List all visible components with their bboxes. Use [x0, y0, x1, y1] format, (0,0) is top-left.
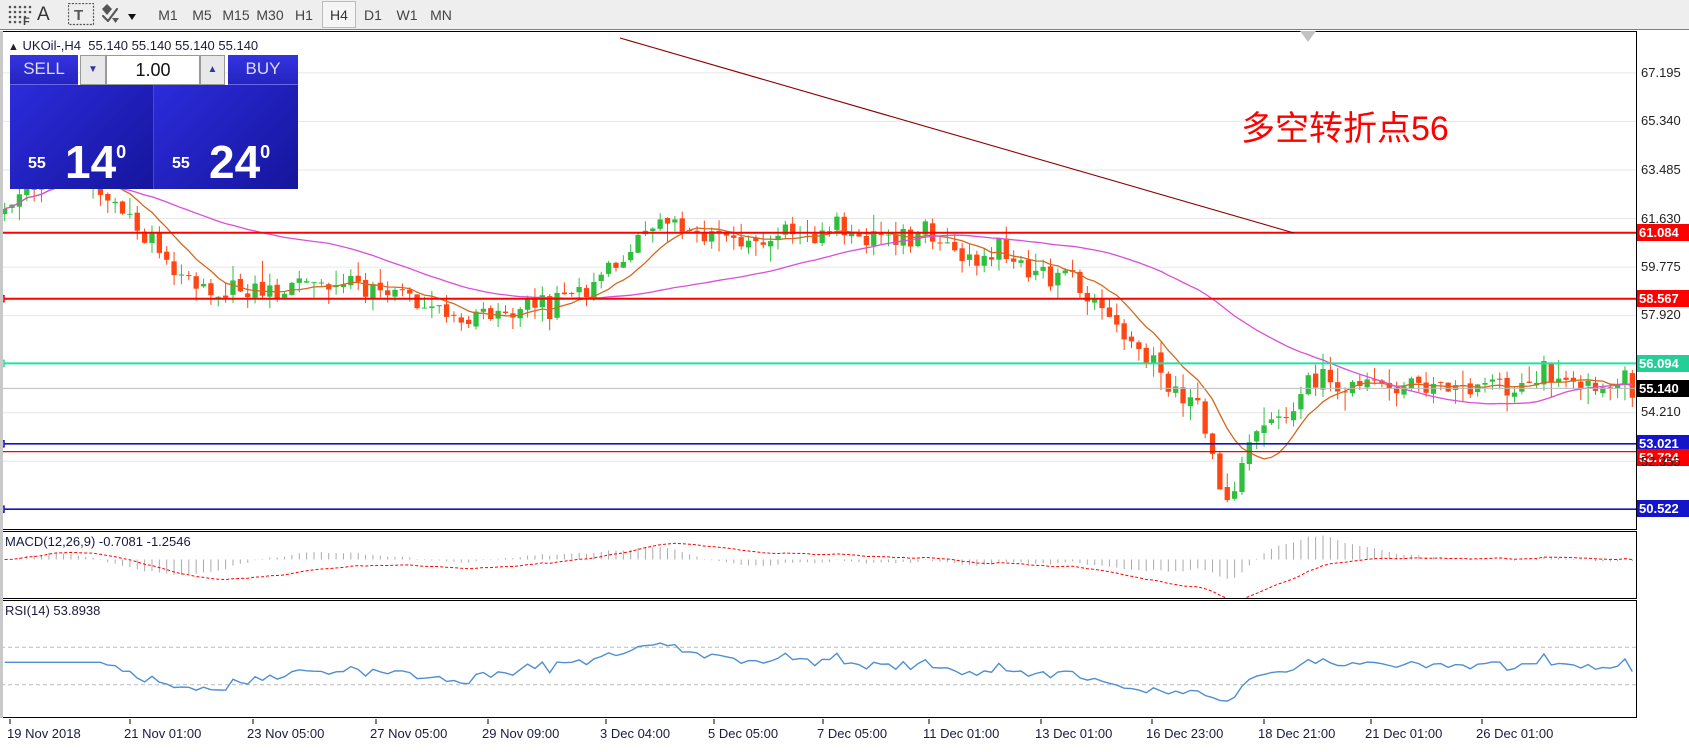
svg-text:T: T — [74, 7, 83, 24]
svg-text:多空转折点56: 多空转折点56 — [1241, 110, 1449, 148]
svg-text:F: F — [23, 16, 30, 28]
